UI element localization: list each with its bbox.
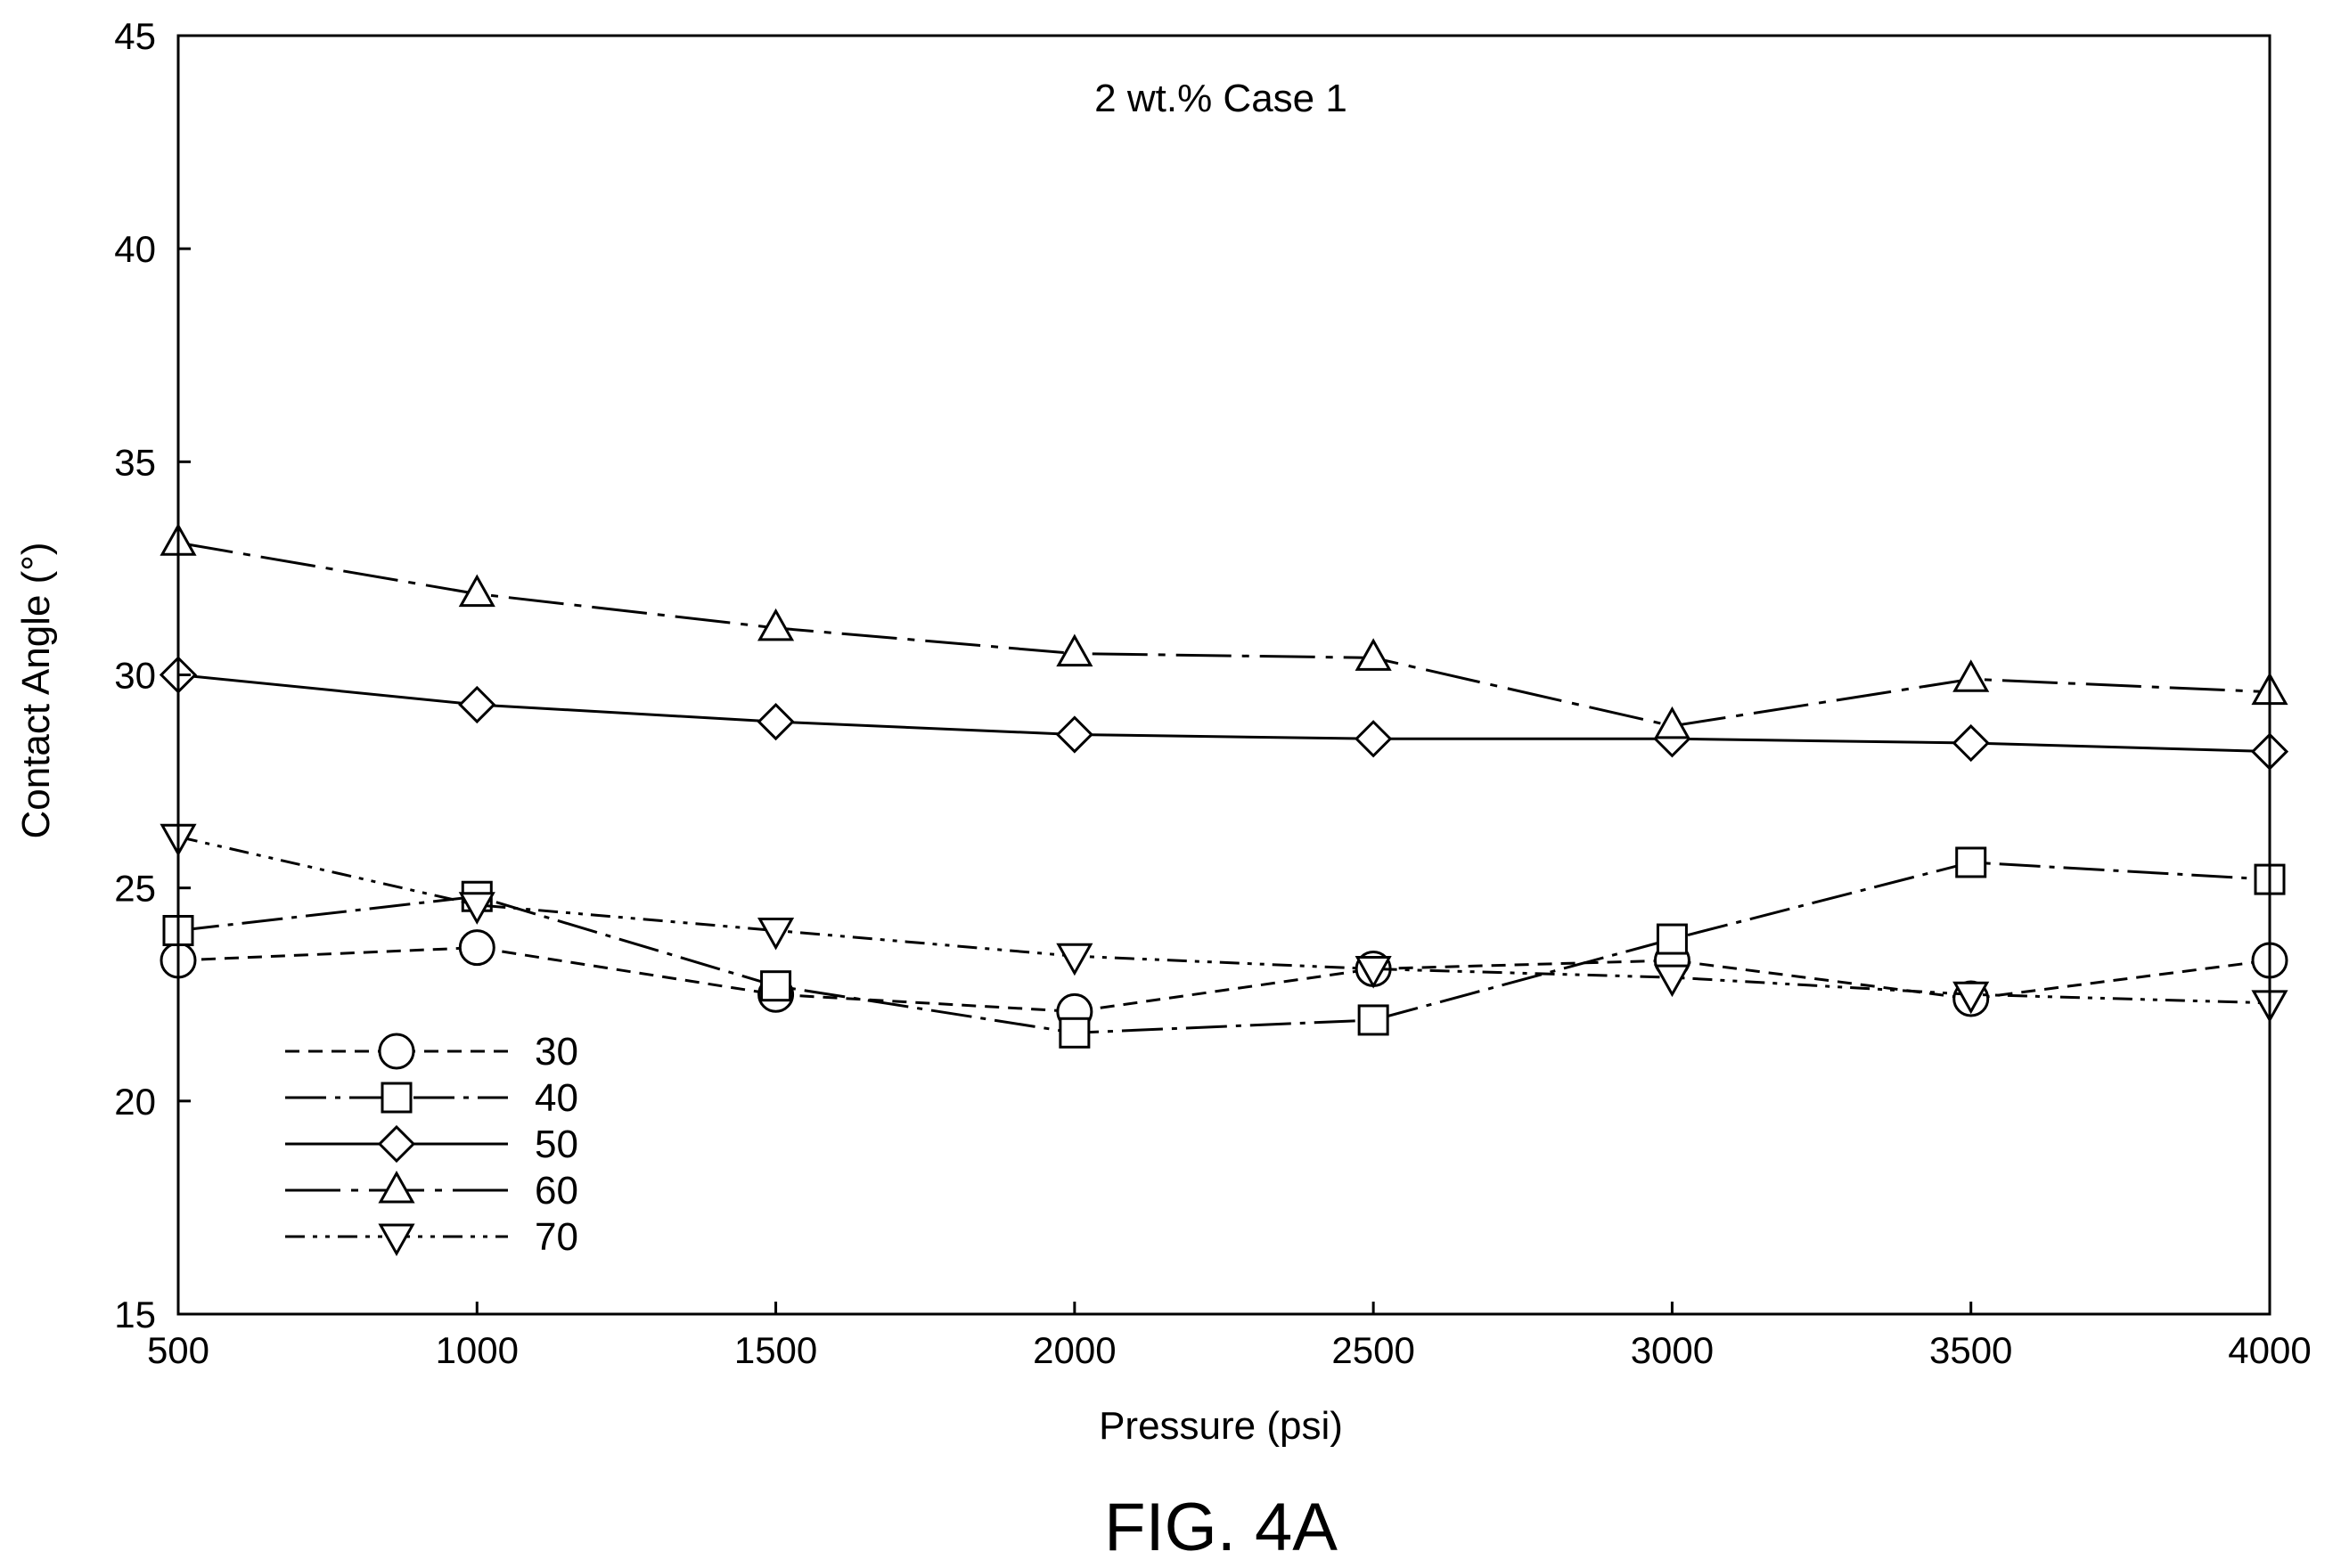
legend-entry-60: 60 xyxy=(285,1169,578,1213)
legend-label-60: 60 xyxy=(535,1169,578,1213)
plot-frame xyxy=(176,34,2271,1316)
data-point-40 xyxy=(1656,923,1688,955)
series-line-50 xyxy=(177,674,2271,754)
data-point-70 xyxy=(1355,956,1392,989)
x-axis-title: Pressure (psi) xyxy=(1099,1404,1343,1448)
data-point-60 xyxy=(757,608,795,641)
legend-marker-30 xyxy=(378,1033,415,1070)
series-line-30 xyxy=(177,946,2271,1013)
data-point-50 xyxy=(1055,715,1093,754)
data-point-40 xyxy=(1357,1004,1389,1036)
data-point-40 xyxy=(1059,1017,1091,1049)
data-point-50 xyxy=(757,702,795,741)
x-tick-label: 2000 xyxy=(1033,1329,1116,1371)
data-point-60 xyxy=(1056,633,1093,667)
chart-annotation: 2 wt.% Case 1 xyxy=(1094,77,1347,120)
data-point-70 xyxy=(458,892,495,925)
y-tick-label: 40 xyxy=(114,228,156,270)
data-point-70 xyxy=(1653,964,1690,998)
legend-label-50: 50 xyxy=(535,1123,578,1166)
data-point-40 xyxy=(760,970,792,1002)
legend-entry-30: 30 xyxy=(285,1030,578,1074)
x-tick-label: 3500 xyxy=(1929,1329,2012,1371)
data-point-60 xyxy=(1653,706,1690,739)
data-point-50 xyxy=(458,685,496,724)
data-point-60 xyxy=(1355,638,1392,671)
legend-entry-70: 70 xyxy=(285,1215,578,1259)
y-axis-title: Contact Angle (°) xyxy=(14,542,58,838)
data-point-60 xyxy=(1952,659,1990,692)
x-tick-label: 2500 xyxy=(1331,1329,1414,1371)
series-60 xyxy=(160,523,2288,739)
series-line-40 xyxy=(177,861,2271,1034)
legend-marker-70 xyxy=(378,1223,415,1257)
x-tick-label: 4000 xyxy=(2228,1329,2311,1371)
data-point-50 xyxy=(1952,723,1990,763)
x-tick-label: 3000 xyxy=(1631,1329,1714,1371)
y-tick-label: 20 xyxy=(114,1081,156,1123)
x-tick-label: 500 xyxy=(147,1329,209,1371)
legend-entry-50: 50 xyxy=(285,1123,578,1166)
legend-label-30: 30 xyxy=(535,1030,578,1074)
x-tick-label: 1000 xyxy=(436,1329,519,1371)
y-tick-label: 15 xyxy=(114,1294,156,1335)
legend-entry-40: 40 xyxy=(285,1076,578,1120)
y-tick-label: 25 xyxy=(114,868,156,910)
y-tick-label: 45 xyxy=(114,15,156,57)
series-30 xyxy=(160,929,2288,1030)
y-tick-label: 35 xyxy=(114,441,156,483)
series-line-60 xyxy=(177,541,2271,728)
legend-label-70: 70 xyxy=(535,1215,578,1259)
series-line-70 xyxy=(177,835,2271,1005)
data-point-30 xyxy=(458,929,495,967)
data-point-70 xyxy=(1056,943,1093,976)
legend-marker-60 xyxy=(378,1170,415,1204)
data-point-50 xyxy=(1355,720,1393,758)
axis-layer: 500 1000 1500 2000 2500 3000 3500 4000152025303… xyxy=(114,15,2311,1371)
plot-layer xyxy=(159,523,2289,1049)
data-point-70 xyxy=(757,918,795,951)
y-tick-label: 30 xyxy=(114,655,156,697)
x-tick-label: 1500 xyxy=(734,1329,817,1371)
data-point-40 xyxy=(1955,846,1987,878)
data-point-70 xyxy=(1952,981,1990,1015)
figure-label: FIG. 4A xyxy=(1104,1490,1338,1565)
series-40 xyxy=(162,846,2286,1049)
legend-marker-40 xyxy=(381,1082,413,1114)
data-point-60 xyxy=(458,574,495,608)
legend-label-40: 40 xyxy=(535,1076,578,1120)
series-70 xyxy=(160,823,2288,1023)
legend-marker-50 xyxy=(377,1124,416,1164)
